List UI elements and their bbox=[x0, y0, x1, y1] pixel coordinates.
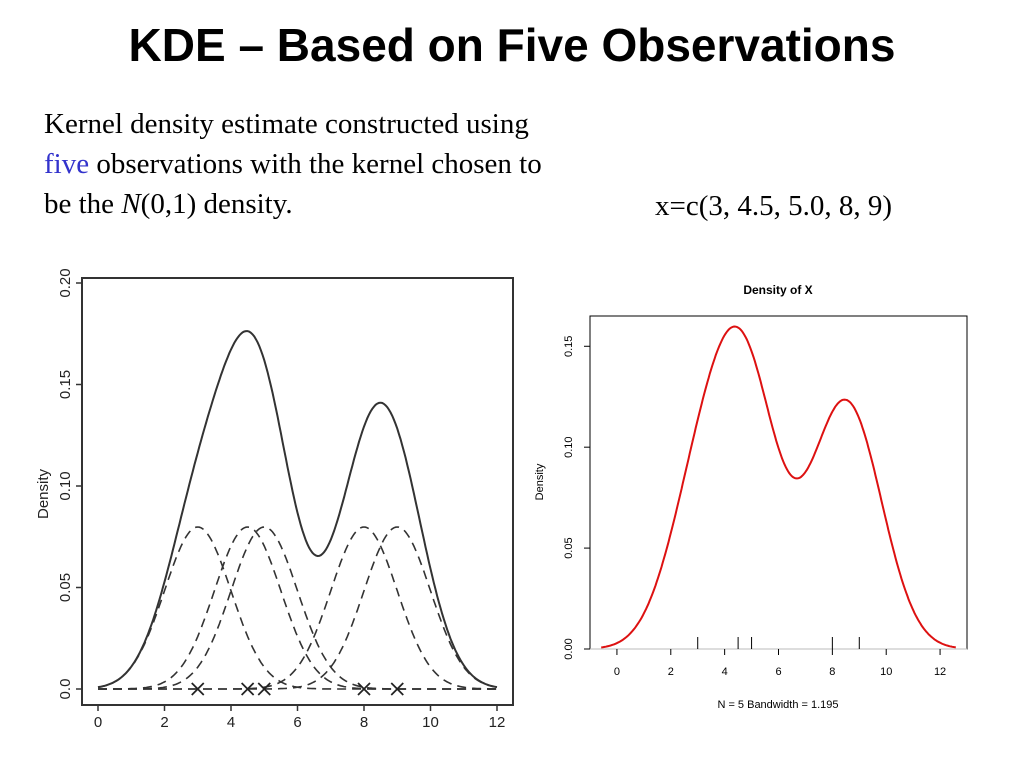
x-tick-label: 6 bbox=[775, 666, 781, 678]
x-icon bbox=[240, 682, 255, 696]
y-tick-label: 0.05 bbox=[57, 573, 74, 602]
kernel-curve bbox=[98, 526, 498, 690]
description-highlight: five bbox=[44, 148, 90, 180]
y-tick-label: 0.15 bbox=[57, 370, 74, 399]
density-curve bbox=[601, 325, 956, 649]
y-axis-label: Density bbox=[534, 463, 546, 500]
x-tick-label: 8 bbox=[360, 714, 368, 731]
slide-title: KDE – Based on Five Observations bbox=[128, 19, 896, 71]
x-tick-label: 0 bbox=[614, 666, 620, 678]
kernel-curve bbox=[98, 526, 497, 690]
description-part-3: (0,1) density. bbox=[140, 188, 293, 220]
x-icon bbox=[390, 682, 404, 696]
x-icon-stroke bbox=[240, 682, 255, 696]
x-tick-label: 0 bbox=[94, 714, 102, 731]
x-axis-label: N = 5 Bandwidth = 1.195 bbox=[717, 699, 838, 711]
x-tick-label: 4 bbox=[722, 666, 728, 678]
x-icon-stroke bbox=[357, 682, 371, 696]
kde-curve bbox=[97, 330, 498, 689]
x-tick-label: 12 bbox=[934, 666, 946, 678]
x-icon bbox=[257, 682, 271, 696]
x-tick-label: 2 bbox=[668, 666, 674, 678]
y-tick-label: 0.05 bbox=[563, 537, 575, 558]
x-tick-label: 6 bbox=[293, 714, 301, 731]
description-part-2: observations with the kernel chosen to b… bbox=[44, 148, 542, 220]
y-axis-label: Density bbox=[35, 468, 52, 519]
y-tick-label: 0.20 bbox=[57, 268, 74, 297]
x-icon bbox=[357, 682, 371, 696]
description-text: Kernel density estimate constructed usin… bbox=[44, 104, 544, 224]
x-tick-label: 12 bbox=[489, 714, 506, 731]
x-icon-stroke bbox=[390, 682, 404, 696]
x-tick-label: 10 bbox=[880, 666, 892, 678]
description-italic-n: N bbox=[121, 188, 141, 220]
x-vector-label: x=c(3, 4.5, 5.0, 8, 9) bbox=[655, 190, 893, 222]
x-tick-label: 4 bbox=[227, 714, 235, 731]
chart-title: Density of X bbox=[743, 283, 812, 297]
y-tick-label: 0.00 bbox=[563, 638, 575, 659]
x-icon-stroke bbox=[191, 682, 205, 696]
x-tick-label: 8 bbox=[829, 666, 835, 678]
x-tick-label: 10 bbox=[422, 714, 439, 731]
x-icon-stroke bbox=[257, 682, 271, 696]
y-tick-label: 0.15 bbox=[563, 336, 575, 357]
y-tick-label: 0.10 bbox=[563, 436, 575, 457]
x-tick-label: 2 bbox=[160, 714, 168, 731]
x-icon bbox=[191, 682, 205, 696]
description-part-1: Kernel density estimate constructed usin… bbox=[44, 108, 529, 140]
y-tick-label: 0.0 bbox=[57, 679, 74, 700]
plot-frame bbox=[589, 315, 968, 650]
y-tick-label: 0.10 bbox=[57, 471, 74, 500]
